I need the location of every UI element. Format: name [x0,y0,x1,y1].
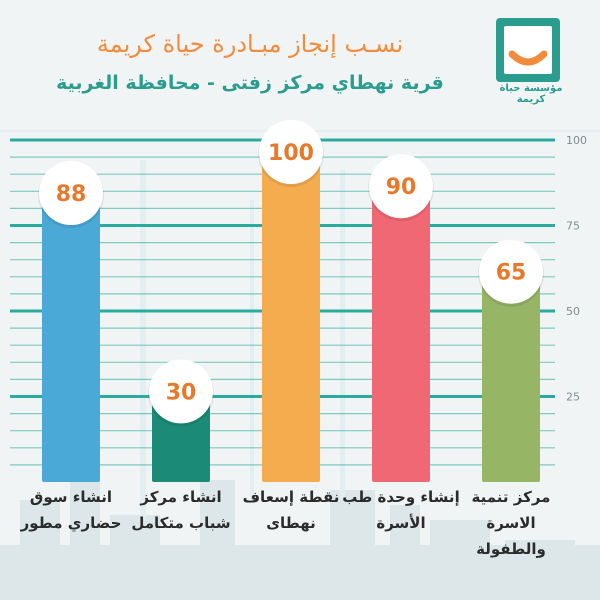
y-tick-label: 75 [566,220,580,233]
value-circle [259,120,323,184]
category-label: إنشاء وحدة طب الأسرة [342,488,460,532]
data-label: 90 [386,175,417,200]
data-label: 88 [56,182,87,207]
logo-text: مؤسسة حياة كريمة [499,83,563,105]
value-circle [479,239,543,304]
category-label: نقطة إسعاف نهطاى [242,488,340,532]
value-circle [39,161,103,226]
chart-subtitle: قرية نهطاي مركز زفتى - محافظة الغربية [56,72,444,94]
bar [42,181,100,483]
data-label: 65 [496,261,527,286]
y-tick-label: 100 [566,134,587,147]
y-tick-label: 50 [566,305,580,318]
chart-title: نسـب إنجاز مبـادرة حياة كريمة [96,30,404,58]
category-label: انشاء مركز شباب متكامل [131,488,231,532]
category-label: انشاء سوق حضاري مطور [20,488,122,532]
category-label: مركز تنمية الاسرة والطفولة [471,488,551,558]
data-label: 100 [268,141,314,166]
bar [482,259,540,482]
value-circle [149,359,213,424]
hayah-karima-logo [496,18,560,82]
bar [372,174,430,482]
bar [262,140,320,482]
data-label: 30 [166,380,197,405]
y-tick-label: 25 [566,391,580,404]
value-circle [369,154,433,219]
